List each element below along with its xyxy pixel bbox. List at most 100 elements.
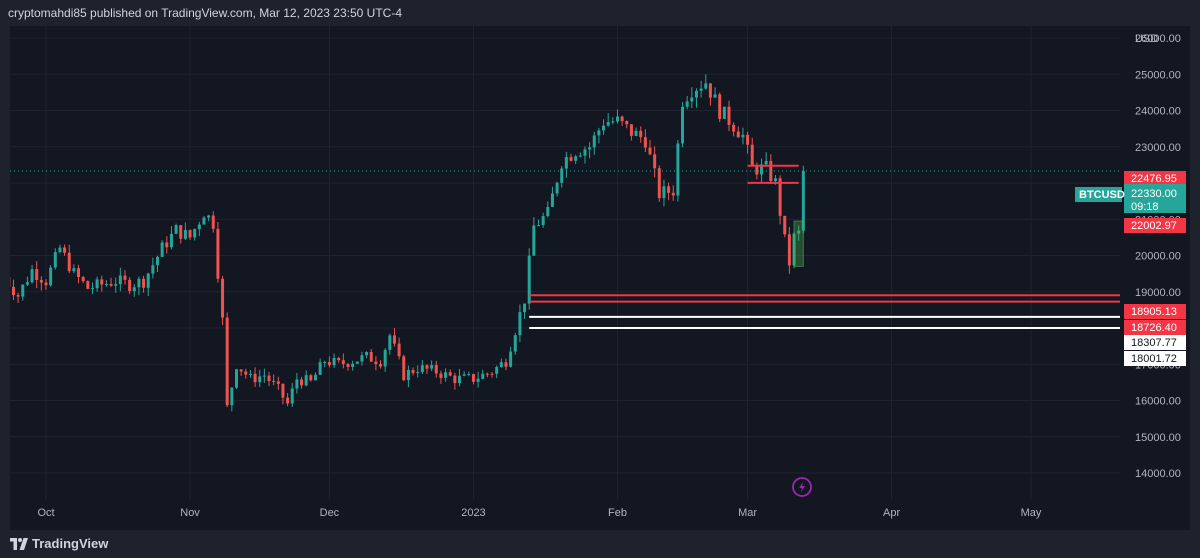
candle-body (485, 373, 489, 375)
candle-body (787, 234, 791, 266)
candle-body (397, 343, 401, 357)
candle-body (736, 131, 740, 138)
candle-body (402, 356, 406, 381)
candle-body (606, 122, 610, 126)
symbol-tag-bg (1075, 187, 1122, 202)
chart-canvas[interactable]: 14000.0015000.0016000.0017000.0018000.00… (10, 26, 1190, 530)
axis-currency-label: USD (1135, 33, 1158, 45)
candle-body (797, 230, 801, 234)
candle-body (221, 278, 225, 318)
candle-body (77, 268, 81, 278)
candle-body (444, 372, 448, 378)
candle-body (453, 375, 457, 384)
candle-body (420, 365, 424, 373)
candle-body (755, 165, 759, 175)
candle-body (611, 121, 615, 123)
level-price-label: 18307.77 (1131, 337, 1177, 349)
candle-body (713, 94, 717, 98)
candle-body (81, 277, 85, 282)
price-chart[interactable]: 14000.0015000.0016000.0017000.0018000.00… (10, 26, 1190, 530)
candle-body (300, 379, 304, 386)
price-tick-label: 23000.00 (1135, 142, 1181, 154)
candle-body (406, 369, 410, 381)
lightning-event-icon[interactable] (792, 477, 812, 497)
candle-body (49, 267, 53, 286)
candle-body (207, 215, 211, 218)
candle-body (411, 369, 415, 374)
last-price-label-bg (1124, 184, 1186, 213)
candle-body (722, 106, 726, 119)
candle-body (379, 364, 383, 367)
price-tick-label: 16000.00 (1135, 396, 1181, 408)
tradingview-brand: TradingView (32, 536, 109, 551)
price-labels-layer: 22476.95 22002.97 18905.13 18726.40 18307.77… (1075, 171, 1186, 366)
candle-body (128, 279, 132, 292)
candle-body (578, 155, 582, 157)
candle-body (718, 94, 722, 119)
candle-body (109, 283, 113, 286)
candle-body (509, 351, 513, 367)
candle-body (388, 335, 392, 350)
level-price-label: 22476.95 (1131, 173, 1177, 185)
candle-body (337, 358, 341, 361)
candle-body (750, 144, 754, 166)
time-tick-label: 2023 (461, 507, 485, 519)
price-tick-label: 14000.00 (1135, 468, 1181, 480)
candle-body (499, 362, 503, 368)
candle-body (72, 268, 76, 272)
candle-body (267, 375, 271, 381)
candle-body (588, 147, 592, 150)
candle-body (30, 269, 34, 283)
time-tick-label: Apr (883, 507, 900, 519)
candle-body (694, 90, 698, 98)
candle-body (458, 375, 462, 384)
candle-body (383, 349, 387, 367)
candle-body (602, 125, 606, 131)
candle-body (671, 192, 675, 196)
candle-body (495, 367, 499, 374)
footer-bar: TradingView (0, 530, 1200, 558)
publish-info-text: cryptomahdi85 published on TradingView.c… (8, 6, 403, 20)
candle-body (592, 135, 596, 148)
candle-body (620, 116, 624, 122)
candle-body (732, 124, 736, 132)
level-price-label-bg (1124, 304, 1186, 319)
candle-body (58, 247, 62, 253)
candle-body (25, 282, 29, 285)
candle-body (425, 365, 429, 369)
candle-body (541, 216, 545, 226)
candle-body (597, 130, 601, 136)
candle-body (151, 265, 155, 274)
candle-body (230, 387, 234, 406)
candle-body (741, 134, 745, 138)
price-tick-label: 26000.00 (1135, 33, 1181, 45)
candle-body (21, 284, 25, 297)
candle-body (690, 97, 694, 102)
level-price-label-bg (1124, 171, 1186, 186)
level-price-label-bg (1124, 320, 1186, 335)
candle-body (183, 230, 187, 239)
candle-body (657, 168, 661, 199)
candle-body (434, 364, 438, 374)
candle-body (234, 369, 238, 388)
candle-body (583, 149, 587, 156)
candle-body (773, 178, 777, 181)
candle-body (142, 278, 146, 288)
candle-body (156, 256, 160, 266)
candle-body (160, 242, 164, 257)
level-price-label-bg (1124, 351, 1186, 366)
candle-body (392, 335, 396, 344)
candle-body (16, 295, 20, 297)
candle-body (676, 143, 680, 196)
candle-body (295, 379, 299, 389)
candle-body (137, 278, 141, 288)
candle-body (146, 273, 150, 288)
candle-body (35, 269, 39, 280)
candle-body (179, 225, 183, 239)
candle-body (11, 286, 15, 296)
level-lines-layer (529, 164, 1120, 329)
candle-body (114, 284, 118, 286)
candle-body (527, 255, 531, 304)
time-axis[interactable]: Oct Nov Dec 2023 Feb Mar Apr May (37, 507, 1041, 519)
level-price-label-bg (1124, 335, 1186, 350)
